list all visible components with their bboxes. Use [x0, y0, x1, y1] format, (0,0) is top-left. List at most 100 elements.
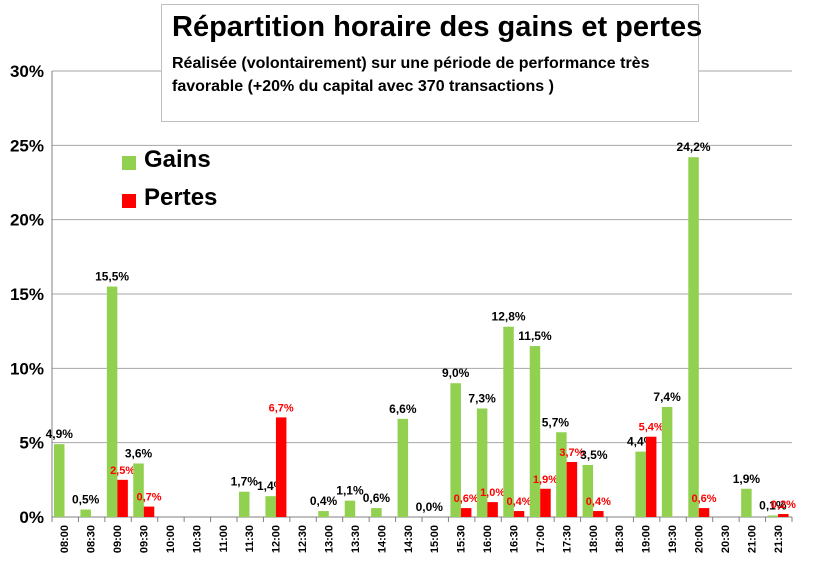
data-label-pertes: 2,5% — [110, 465, 135, 477]
bar-pertes — [117, 479, 128, 517]
x-tick-label: 17:00 — [535, 525, 547, 553]
legend-swatch-gains — [122, 156, 136, 170]
bar-gains — [582, 464, 594, 517]
x-tick-label: 18:30 — [614, 525, 626, 553]
x-tick-label: 14:30 — [403, 525, 415, 553]
x-tick-label: 12:30 — [297, 525, 309, 553]
data-label-gains: 7,3% — [468, 391, 496, 405]
data-label-gains: 0,6% — [363, 491, 391, 505]
bar-pertes — [540, 488, 551, 517]
y-tick-label: 5% — [19, 434, 44, 453]
bar-gains — [80, 509, 91, 517]
bar-pertes — [513, 511, 525, 517]
x-tick-label: 09:30 — [139, 525, 151, 553]
title-box: Répartition horaire des gains et pertes … — [161, 4, 703, 122]
bar-gains — [265, 496, 276, 517]
data-label-gains: 24,2% — [677, 140, 711, 154]
x-tick-label: 21:00 — [746, 525, 758, 553]
bar-gains — [106, 286, 118, 517]
x-tick-label: 09:00 — [112, 525, 124, 553]
data-label-gains: 0,5% — [72, 493, 100, 507]
data-label-gains: 0,4% — [310, 494, 338, 508]
data-label-gains: 11,5% — [518, 329, 552, 343]
bar-gains — [741, 488, 752, 517]
x-tick-label: 16:30 — [509, 525, 521, 553]
data-label-gains: 7,4% — [653, 390, 681, 404]
data-label-pertes: 6,7% — [269, 402, 294, 414]
bar-pertes — [645, 436, 657, 517]
data-label-pertes: 0,6% — [454, 493, 479, 505]
x-tick-label: 11:00 — [218, 525, 230, 553]
chart-title: Répartition horaire des gains et pertes — [172, 11, 703, 43]
bar-gains — [688, 157, 699, 517]
bar-pertes — [143, 506, 155, 517]
bar-gains — [635, 451, 646, 517]
x-tick-label: 19:00 — [641, 525, 653, 553]
bar-pertes — [566, 461, 578, 517]
x-tick-label: 13:00 — [324, 525, 336, 553]
x-tick-label: 11:30 — [244, 525, 256, 553]
y-tick-label: 15% — [10, 285, 44, 304]
data-label-pertes: 1,9% — [533, 474, 558, 486]
data-label-pertes: 0,4% — [586, 496, 611, 508]
x-tick-label: 12:00 — [271, 525, 283, 553]
bar-pertes — [460, 508, 472, 517]
x-tick-label: 20:00 — [694, 525, 706, 553]
bar-gains — [133, 463, 144, 517]
data-label-gains: 4,9% — [46, 427, 74, 441]
chart-subtitle: Réalisée (volontairement) sur une périod… — [172, 55, 650, 95]
bar-gains — [397, 418, 409, 517]
data-label-gains: 0,0% — [416, 500, 444, 514]
legend-label-pertes: Pertes — [144, 184, 218, 211]
x-tick-label: 13:30 — [350, 525, 362, 553]
bar-gains — [450, 383, 461, 517]
data-label-pertes: 0,2% — [771, 499, 796, 511]
x-tick-label: 18:00 — [588, 525, 600, 553]
data-label-pertes: 0,4% — [506, 496, 531, 508]
data-label-gains: 5,7% — [542, 415, 570, 429]
bar-gains — [344, 500, 356, 517]
bar-gains — [767, 515, 779, 517]
data-label-gains: 15,5% — [95, 270, 129, 284]
data-label-gains: 1,9% — [733, 472, 761, 486]
y-tick-label: 10% — [10, 359, 44, 378]
legend-label-gains: Gains — [144, 146, 211, 173]
bar-pertes — [698, 508, 710, 517]
x-tick-label: 08:30 — [86, 525, 98, 553]
bar-gains — [503, 326, 514, 517]
bar-gains — [371, 508, 382, 517]
bar-gains — [239, 491, 250, 517]
x-tick-label: 16:00 — [482, 525, 494, 553]
x-tick-label: 21:30 — [773, 525, 785, 553]
data-label-gains: 6,6% — [389, 402, 417, 416]
data-label-gains: 1,1% — [336, 484, 364, 498]
data-label-gains: 9,0% — [442, 366, 470, 380]
x-tick-label: 08:00 — [59, 525, 71, 553]
y-tick-label: 30% — [10, 62, 44, 81]
data-label-gains: 3,6% — [125, 446, 153, 460]
x-tick-label: 20:30 — [720, 525, 732, 553]
bar-gains — [529, 346, 541, 517]
x-tick-label: 17:30 — [561, 525, 573, 553]
data-label-pertes: 0,7% — [136, 492, 161, 504]
data-label-pertes: 5,4% — [639, 422, 664, 434]
data-label-gains: 12,8% — [492, 310, 526, 324]
bar-pertes — [778, 514, 789, 517]
bar-pertes — [593, 511, 604, 517]
bar-gains — [661, 406, 673, 517]
y-tick-label: 20% — [10, 211, 44, 230]
data-label-pertes: 0,6% — [691, 493, 716, 505]
data-label-pertes: 1,0% — [480, 487, 505, 499]
data-label-pertes: 3,7% — [559, 447, 584, 459]
x-tick-label: 19:30 — [667, 525, 679, 553]
y-tick-label: 0% — [19, 508, 44, 527]
x-tick-label: 10:00 — [165, 525, 177, 553]
data-label-gains: 0,1% — [759, 499, 787, 513]
legend-swatch-pertes — [122, 194, 136, 208]
x-tick-label: 15:00 — [429, 525, 441, 553]
data-label-gains: 1,7% — [231, 475, 259, 489]
bar-gains — [476, 408, 488, 517]
bar-gains — [556, 432, 567, 517]
x-tick-label: 14:00 — [376, 525, 388, 553]
x-tick-label: 10:30 — [191, 525, 203, 553]
